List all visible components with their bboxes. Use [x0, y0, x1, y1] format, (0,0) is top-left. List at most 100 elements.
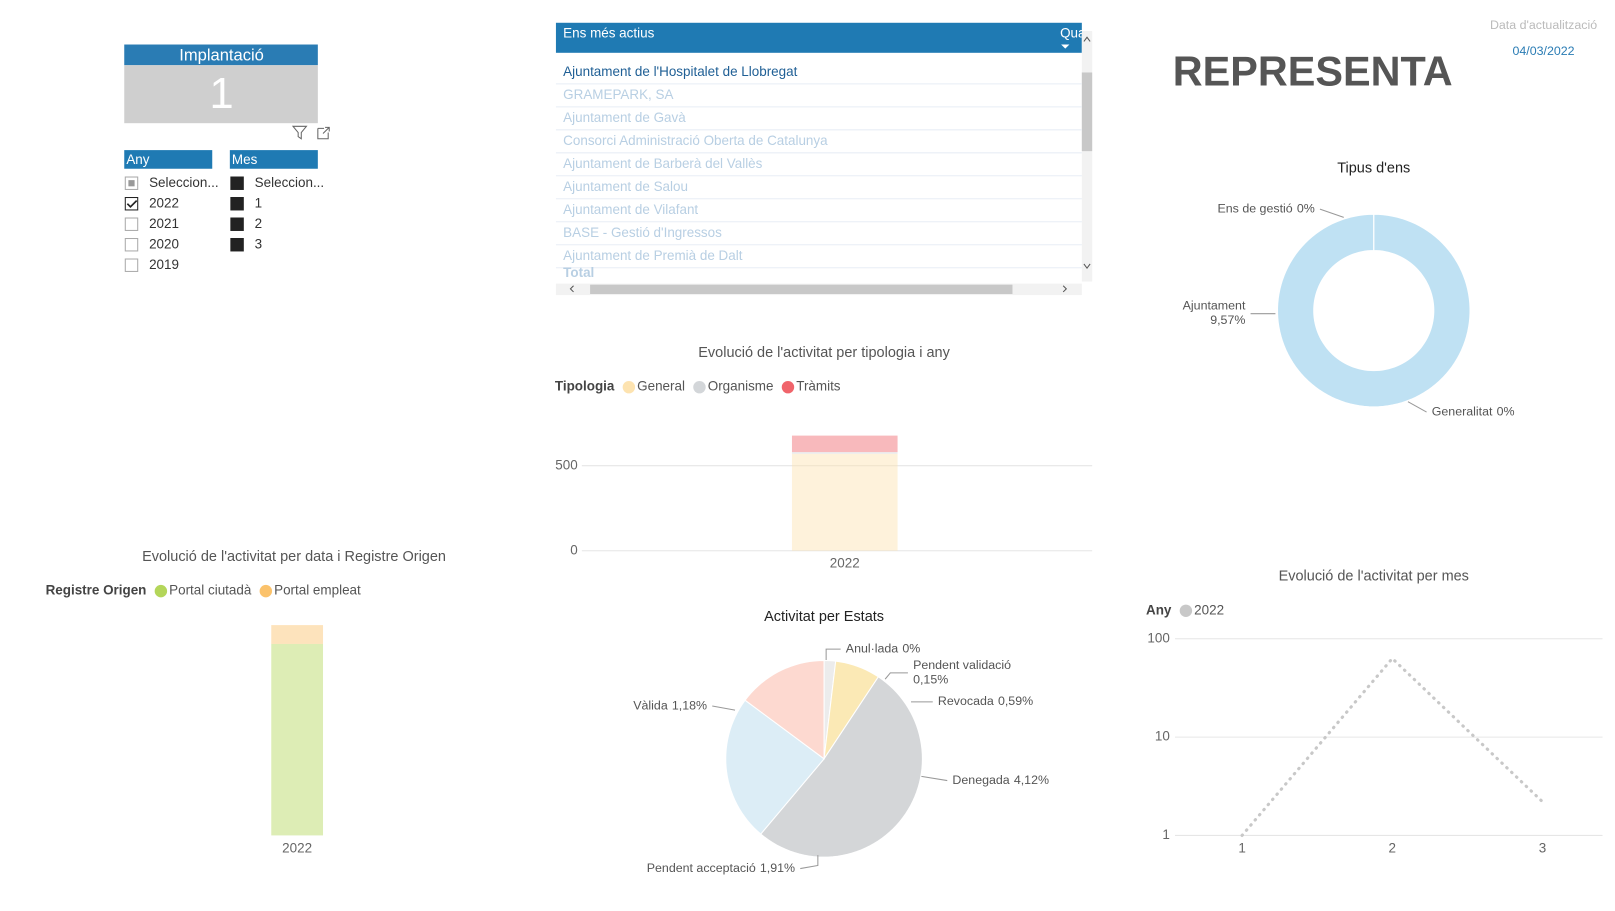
- table-cell[interactable]: Ajuntament de l'Hospitalet de Llobregat: [563, 64, 797, 79]
- slicer-checkbox[interactable]: [124, 197, 139, 211]
- table-cell[interactable]: Ajuntament de Gavà: [563, 110, 686, 125]
- bar-segment: [271, 643, 324, 836]
- y-tick-label: 100: [1147, 630, 1169, 645]
- table-footer: Total: [563, 265, 594, 280]
- slicer-checkbox[interactable]: [230, 197, 244, 211]
- brand-title: REPRESENTA: [1173, 48, 1453, 94]
- table-cell[interactable]: BASE - Gestió d'Ingressos: [563, 225, 722, 240]
- table-cell[interactable]: GRAMEPARK, SA: [563, 87, 673, 102]
- slicer-item[interactable]: 2022: [149, 195, 179, 210]
- legend-label[interactable]: Tràmits: [796, 379, 841, 394]
- x-tick-label: 3: [1539, 840, 1546, 855]
- card-header: [124, 44, 318, 66]
- leader-line: [1407, 401, 1427, 413]
- slicer-header: [229, 150, 318, 169]
- data-label-value: 0%: [902, 641, 920, 655]
- table-cell[interactable]: Ajuntament de Premià de Dalt: [563, 248, 743, 263]
- bar-segment: [791, 452, 898, 454]
- slicer-title: Mes: [232, 152, 258, 167]
- focus-icon[interactable]: [317, 126, 330, 140]
- slicer-item[interactable]: 2021: [149, 216, 179, 231]
- table-header: [555, 22, 1082, 53]
- table-column: Ens més actius: [563, 26, 654, 41]
- table-cell[interactable]: Consorci Administració Oberta de Catalun…: [563, 133, 828, 148]
- data-label-value: 1,18%: [672, 698, 707, 712]
- bar-segment: [271, 625, 324, 644]
- legend-label[interactable]: Portal empleat: [274, 583, 361, 598]
- data-label-value: 0,15%: [913, 672, 948, 686]
- table-cell[interactable]: Ajuntament de Barberà del Vallès: [563, 156, 762, 171]
- leader-line: [1319, 208, 1344, 218]
- legend-label[interactable]: 2022: [1194, 602, 1224, 617]
- data-label-value: 4,12%: [1014, 773, 1049, 787]
- slicer-checkbox[interactable]: [124, 258, 139, 272]
- data-label-value: 0,59%: [998, 694, 1033, 708]
- leader-line: [712, 705, 736, 711]
- card-body: [124, 65, 318, 124]
- table-column[interactable]: Qua: [1060, 26, 1086, 41]
- slicer-item[interactable]: 2020: [149, 236, 179, 251]
- slicer-title: Any: [126, 152, 149, 167]
- partial-mark: [128, 180, 135, 187]
- update-date: 04/03/2022: [1512, 44, 1574, 58]
- card-value: 1: [209, 70, 233, 118]
- chart-title: Evolució de l'activitat per mes: [1279, 568, 1469, 584]
- h-scroll-thumb[interactable]: [590, 284, 1013, 295]
- y-tick-label: 0: [570, 542, 577, 557]
- sort-arrow[interactable]: [1061, 44, 1070, 49]
- y-tick-label: 10: [1155, 729, 1170, 744]
- data-label: Generalitat: [1432, 404, 1493, 418]
- bar-segment: [791, 435, 898, 453]
- y-tick-label: 500: [555, 457, 577, 472]
- data-label: Vàlida: [633, 698, 668, 712]
- data-label: Revocada: [938, 694, 994, 708]
- data-label-value: 0%: [1497, 404, 1515, 418]
- chart-title: Evolució de l'activitat per data i Regis…: [142, 549, 446, 565]
- slicer-checkbox[interactable]: [124, 217, 139, 231]
- data-label: Ajuntament: [1183, 299, 1246, 313]
- slicer-item[interactable]: Seleccion...: [149, 175, 218, 190]
- chart-title: Activitat per Estats: [764, 609, 884, 625]
- scroll-arrows[interactable]: [569, 285, 1068, 293]
- legend-dot: [1179, 604, 1193, 617]
- pie-slice: [744, 659, 825, 760]
- data-label: Ens de gestió: [1217, 201, 1292, 215]
- slicer-checkbox[interactable]: [230, 217, 244, 231]
- legend-title: Any: [1146, 602, 1172, 617]
- x-tick-label: 2022: [282, 840, 312, 855]
- chart-title: Evolució de l'activitat per tipologia i …: [698, 345, 950, 361]
- slicer-item[interactable]: 1: [255, 195, 262, 210]
- v-scroll-thumb[interactable]: [1081, 72, 1093, 152]
- data-label: Pendent acceptació: [647, 861, 756, 875]
- slicer-item[interactable]: Seleccion...: [255, 175, 324, 190]
- v-scrollbar[interactable]: [1081, 31, 1093, 282]
- leader-line: [800, 855, 819, 870]
- slicer-checkbox[interactable]: [230, 176, 244, 190]
- slicer-checkbox[interactable]: [230, 237, 244, 252]
- data-label-value: 1,91%: [760, 861, 795, 875]
- table-cell[interactable]: Ajuntament de Vilafant: [563, 202, 698, 217]
- leader-line: [825, 648, 841, 661]
- scroll-arrows[interactable]: [1083, 36, 1091, 269]
- data-label-value: 9,57%: [1210, 313, 1245, 327]
- data-label-value: 0%: [1297, 201, 1315, 215]
- data-label: Anul·lada: [846, 641, 899, 655]
- table-cell[interactable]: Ajuntament de Salou: [563, 179, 688, 194]
- slicer-checkbox[interactable]: [124, 237, 139, 252]
- slicer-item[interactable]: 2: [255, 216, 262, 231]
- legend-dot: [781, 380, 795, 394]
- card-title: Implantació: [179, 45, 264, 64]
- pie-slice: [760, 676, 923, 858]
- filter-icon[interactable]: [291, 125, 308, 140]
- legend-label[interactable]: General: [637, 379, 685, 394]
- x-tick-label: 2: [1389, 840, 1396, 855]
- slicer-item[interactable]: 2019: [149, 257, 179, 272]
- legend-label[interactable]: Organisme: [708, 379, 774, 394]
- slicer-item[interactable]: 3: [255, 236, 262, 251]
- chart-title: Tipus d'ens: [1337, 161, 1410, 177]
- legend-label[interactable]: Portal ciutadà: [169, 583, 252, 598]
- legend-dot: [622, 380, 636, 394]
- data-label: Denegada: [952, 773, 1009, 787]
